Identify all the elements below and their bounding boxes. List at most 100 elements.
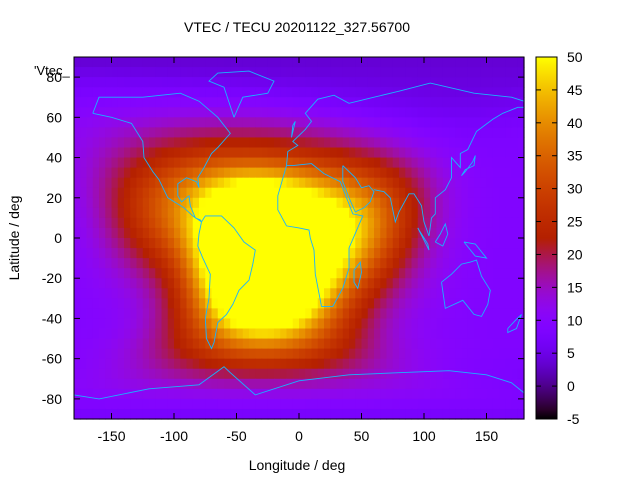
heat-cell: [149, 197, 156, 209]
heat-cell: [117, 97, 125, 108]
heat-cell: [342, 157, 350, 169]
heat-cell: [511, 248, 519, 259]
heat-cell: [399, 248, 406, 259]
heat-cell: [224, 368, 231, 380]
heat-cell: [311, 87, 319, 98]
heat-cell: [374, 398, 381, 410]
heat-cell: [242, 358, 250, 370]
heat-cell: [280, 217, 288, 229]
heat-cell: [305, 328, 313, 340]
heat-cell: [292, 127, 300, 139]
heat-cell: [392, 278, 400, 289]
heat-cell: [174, 388, 181, 400]
heat-cell: [292, 318, 300, 330]
heat-cell: [299, 348, 306, 360]
heat-cell: [186, 57, 194, 68]
heat-cell: [199, 157, 206, 169]
heat-cell: [361, 57, 369, 68]
heat-cell: [180, 268, 188, 279]
heat-cell: [486, 147, 494, 159]
heat-cell: [199, 248, 206, 259]
heat-cell: [167, 338, 175, 350]
heat-cell: [474, 117, 481, 128]
heat-cell: [111, 298, 119, 309]
heat-cell: [280, 378, 288, 390]
heat-cell: [74, 107, 81, 118]
heat-cell: [249, 328, 256, 340]
heat-cell: [230, 77, 238, 88]
heat-cell: [186, 378, 194, 390]
heat-cell: [330, 378, 338, 390]
heat-cell: [442, 398, 450, 410]
heat-cell: [392, 368, 400, 380]
heat-cell: [405, 368, 413, 380]
heat-cell: [361, 398, 369, 410]
heat-cell: [405, 77, 413, 88]
heat-cell: [192, 388, 200, 400]
heat-cell: [249, 398, 256, 410]
heat-cell: [292, 388, 300, 400]
heat-cell: [192, 358, 200, 370]
heat-cell: [286, 338, 294, 350]
heat-cell: [330, 338, 338, 350]
heat-cell: [442, 117, 450, 128]
heat-cell: [92, 187, 100, 199]
heat-cell: [486, 57, 494, 68]
heat-cell: [180, 358, 188, 370]
heat-cell: [330, 77, 338, 88]
heat-cell: [405, 358, 413, 370]
heat-cell: [280, 238, 288, 249]
heat-cell: [274, 217, 281, 229]
heat-cell: [374, 348, 381, 360]
heat-cell: [517, 408, 525, 420]
heat-cell: [367, 278, 375, 289]
heat-cell: [205, 248, 213, 259]
heat-cell: [280, 258, 288, 269]
heat-cell: [236, 67, 244, 78]
heat-cell: [230, 338, 238, 350]
heat-cell: [199, 57, 206, 68]
heat-cell: [99, 318, 106, 330]
heat-cell: [99, 388, 106, 400]
heat-cell: [249, 157, 256, 169]
heat-cell: [480, 378, 488, 390]
heat-cell: [455, 238, 463, 249]
heat-cell: [324, 408, 331, 420]
heat-cell: [180, 77, 188, 88]
heat-cell: [174, 147, 181, 159]
heat-cell: [142, 298, 150, 309]
heat-cell: [349, 348, 356, 360]
heat-cell: [349, 408, 356, 420]
heat-cell: [180, 328, 188, 340]
heat-cell: [449, 147, 456, 159]
heat-cell: [130, 97, 138, 108]
heat-cell: [149, 167, 156, 179]
heat-cell: [411, 338, 419, 350]
heat-cell: [492, 127, 500, 139]
heat-cell: [336, 137, 344, 149]
heat-cell: [236, 77, 244, 88]
heat-cell: [299, 97, 306, 108]
heat-cell: [461, 207, 469, 219]
heat-cell: [242, 288, 250, 299]
heat-cell: [342, 77, 350, 88]
heat-cell: [236, 378, 244, 390]
heat-cell: [474, 408, 481, 420]
heat-cell: [130, 177, 138, 189]
heat-cell: [74, 157, 81, 169]
heat-cell: [192, 107, 200, 118]
heat-cell: [136, 278, 144, 289]
heat-cell: [211, 268, 219, 279]
heat-cell: [174, 197, 181, 209]
heat-cell: [436, 268, 444, 279]
heat-cell: [411, 57, 419, 68]
heat-cell: [192, 298, 200, 309]
heat-cell: [311, 388, 319, 400]
heat-cell: [299, 177, 306, 189]
heat-cell: [142, 127, 150, 139]
heat-cell: [330, 248, 338, 259]
heat-cell: [86, 378, 94, 390]
heat-cell: [99, 408, 106, 420]
heat-cell: [411, 207, 419, 219]
